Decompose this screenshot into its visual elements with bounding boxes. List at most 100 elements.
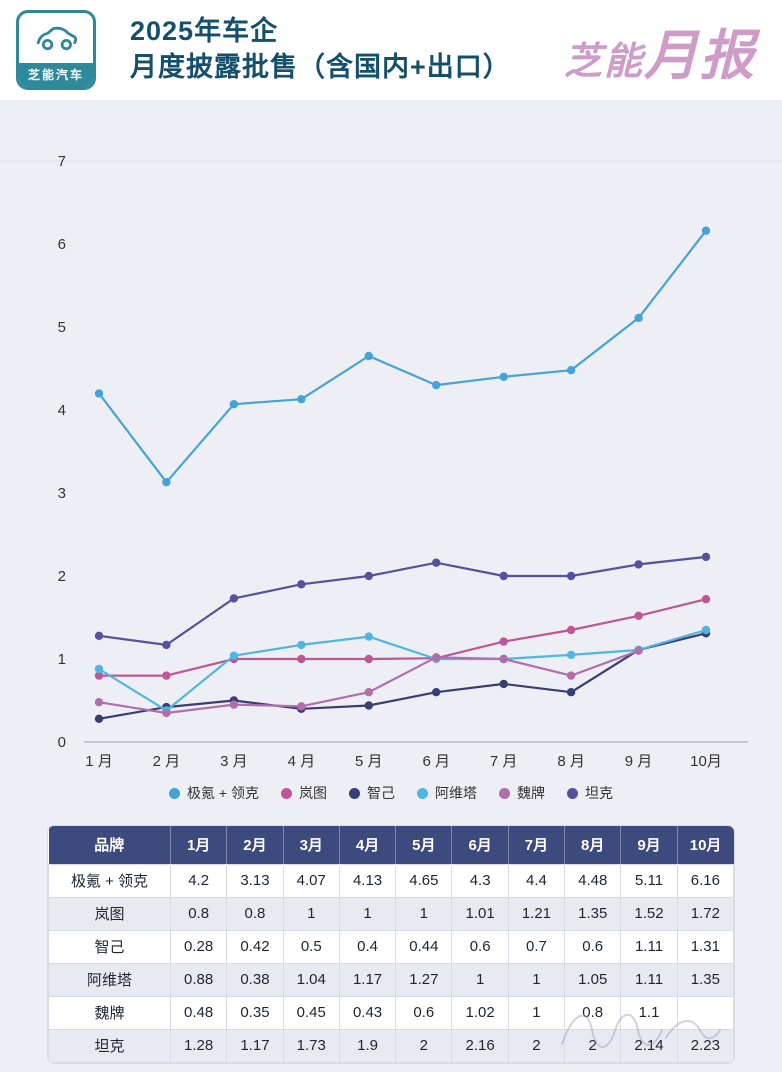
series-line: [99, 598, 707, 677]
data-point: [566, 671, 576, 680]
legend-label: 岚图: [298, 785, 327, 801]
data-point: [297, 654, 306, 664]
brand-wordmark: 芝能 月报: [564, 11, 756, 90]
table-row: 魏牌 0.48 0.35 0.45 0.43 0.6 1.02 1 0.8 1.1: [48, 995, 734, 1030]
table-cell: 0.6: [564, 929, 622, 964]
table-cell: 1: [451, 962, 509, 997]
legend-label: 智己: [366, 785, 395, 801]
x-tick-label: 2 月: [153, 753, 181, 770]
table-cell: 1: [507, 995, 566, 1030]
table-cell: 0.45: [282, 995, 340, 1030]
page-title-line2: 月度披露批售（含国内+出口）: [130, 52, 511, 82]
table-cell: 4.65: [395, 863, 453, 898]
data-point: [94, 389, 104, 398]
table-cell: 0.28: [169, 929, 228, 964]
table-header-month: 1月: [170, 826, 228, 864]
data-point: [162, 478, 171, 487]
table-header-month: 6月: [451, 826, 509, 864]
data-point: [499, 571, 508, 581]
page-title-line1: 2025年车企: [130, 16, 279, 47]
table-cell: 1.28: [169, 1028, 228, 1063]
series-line: [98, 555, 707, 646]
data-point: [229, 700, 239, 709]
table-cell: 0.6: [395, 995, 453, 1030]
table-header-month: 7月: [508, 826, 566, 864]
legend-dot: [416, 787, 428, 799]
table-cell: 1.17: [226, 1028, 284, 1063]
data-point: [701, 595, 711, 604]
data-point: [229, 594, 239, 603]
brand-wordmark-part1: 芝能: [563, 40, 644, 83]
row-label: 极氪 + 领克: [48, 863, 171, 898]
table-cell: 1.72: [676, 896, 734, 931]
table-cell: 2: [395, 1028, 453, 1063]
table-cell: 0.44: [395, 929, 453, 964]
table-cell: 2: [507, 1028, 566, 1063]
table-cell: 0.48: [169, 995, 228, 1030]
x-tick-label: 5 月: [355, 753, 383, 770]
table-cell: 0.6: [451, 929, 509, 964]
table-row: 阿维塔 0.88 0.38 1.04 1.17 1.27 1 1 1.05 1.11 1.35: [48, 962, 734, 997]
table-cell: 1.05: [564, 962, 622, 997]
data-point: [364, 701, 373, 710]
table-cell: 1: [338, 896, 397, 931]
data-point: [634, 560, 643, 569]
table-header-month: 8月: [564, 826, 622, 864]
header: 芝能汽车 2025年车企 月度披露批售（含国内+出口） 芝能 月报: [0, 0, 782, 100]
data-point: [566, 625, 576, 635]
series-line: [98, 230, 707, 484]
legend-item: 坦克: [566, 783, 613, 803]
table-cell: 1: [282, 896, 340, 931]
data-point: [94, 714, 104, 723]
data-point: [432, 558, 441, 567]
table-cell: 2.16: [451, 1028, 509, 1063]
table-cell: 3.13: [226, 863, 284, 898]
legend-label: 阿维塔: [434, 785, 477, 801]
table-cell: 0.5: [282, 929, 340, 964]
data-point: [229, 400, 239, 409]
car-icon: [19, 13, 93, 63]
table-cell: 4.07: [282, 863, 340, 898]
table-cell: 6.16: [676, 863, 734, 898]
table-cell: 4.2: [169, 863, 228, 898]
table-header-month: 10月: [677, 826, 734, 864]
x-tick-label: 9 月: [625, 753, 653, 770]
legend-dot: [169, 787, 181, 799]
x-tick-label: 6 月: [422, 753, 450, 770]
table-cell: 1.04: [282, 962, 340, 997]
data-point: [566, 571, 576, 581]
chart-legend: 极氪 + 领克 岚图 智己 阿维塔 魏牌 坦克: [0, 776, 782, 810]
data-point: [499, 637, 508, 646]
table-cell: 2.14: [620, 1028, 678, 1063]
data-point: [566, 650, 576, 660]
table-cell: 1.02: [451, 995, 509, 1030]
data-point: [229, 651, 239, 660]
table-cell: 1.9: [338, 1028, 397, 1063]
table-cell: 1.11: [620, 929, 678, 964]
table-cell: 0.38: [226, 962, 284, 997]
x-tick-label: 8 月: [557, 753, 585, 770]
table-cell: 4.4: [507, 863, 566, 898]
x-tick-label: 4 月: [288, 753, 316, 770]
row-label: 岚图: [48, 896, 171, 931]
table-row: 岚图 0.8 0.8 1 1 1 1.01 1.21 1.35 1.52 1.72: [48, 896, 734, 931]
data-point: [499, 654, 508, 664]
data-point: [162, 671, 171, 680]
legend-dot: [498, 787, 510, 799]
table-header-month: 4月: [339, 826, 397, 864]
data-point: [566, 366, 576, 375]
table-cell: 0.8: [564, 995, 622, 1030]
x-tick-label: 1 月: [85, 753, 113, 770]
table-cell: 1.52: [620, 896, 678, 931]
data-point: [94, 698, 104, 707]
brand-logo: 芝能汽车: [16, 10, 96, 90]
table-cell: 2: [564, 1028, 622, 1063]
table-cell: [676, 995, 734, 1030]
table-header-brand: 品牌: [48, 826, 171, 864]
data-point: [297, 702, 306, 711]
line-chart: 0 1 2 3 4 5 6 7 1 月 2 月 3 月 4 月 5 月 6 月 7 月 8 月 9 月 10月 极…: [0, 100, 782, 810]
data-point: [432, 380, 441, 390]
legend-label: 极氪 + 领克: [187, 785, 259, 801]
table-cell: 4.3: [451, 863, 509, 898]
y-tick-label: 3: [58, 485, 66, 502]
